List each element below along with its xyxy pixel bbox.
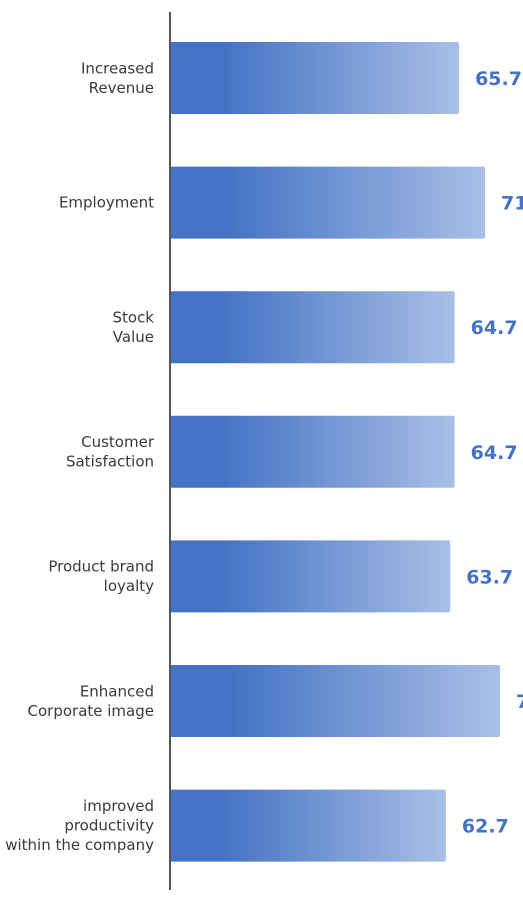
bar <box>170 291 455 364</box>
category-label-line: Product brand <box>48 558 154 576</box>
bar <box>170 540 451 613</box>
category-label-line: Enhanced <box>80 682 154 700</box>
category-label: Product brand loyalty <box>48 558 154 596</box>
value-labels: 65.7 71.6 64.7 64.7 63.7 75. 62.7 <box>462 68 523 838</box>
bar <box>170 665 500 737</box>
bar <box>170 166 486 239</box>
category-label-line: loyalty <box>104 577 154 595</box>
value-label: 71.6 <box>501 193 523 215</box>
category-label-line: within the company <box>5 836 154 854</box>
bar <box>170 789 446 862</box>
category-label-line: productivity <box>64 817 154 835</box>
category-label: Customer Satisfaction <box>66 433 155 471</box>
category-label-line: Stock <box>112 308 154 326</box>
bars-layer <box>170 42 500 862</box>
category-label-line: Customer <box>81 433 155 451</box>
category-label: Stock Value <box>112 308 154 346</box>
category-label-line: Increased <box>81 59 154 77</box>
category-label: Increased Revenue <box>81 59 154 97</box>
category-label-line: Revenue <box>89 79 154 97</box>
category-label-line: improved <box>83 797 154 815</box>
category-label: improved productivity within the company <box>5 797 154 854</box>
category-label-line: Satisfaction <box>66 453 154 471</box>
category-label-line: Employment <box>59 194 154 212</box>
category-label-line: Corporate image <box>28 702 154 720</box>
category-label-line: Value <box>113 328 154 346</box>
value-label: 63.7 <box>466 566 513 588</box>
value-label: 62.7 <box>462 816 509 838</box>
category-label: Enhanced Corporate image <box>28 682 154 720</box>
value-label: 64.7 <box>471 317 518 339</box>
category-labels: Increased Revenue Employment Stock Value Cust… <box>5 59 155 854</box>
value-label: 65.7 <box>475 68 522 90</box>
bar <box>170 415 455 488</box>
value-label: 75. <box>516 691 523 713</box>
value-label: 64.7 <box>471 442 518 464</box>
bar <box>170 42 460 114</box>
category-label: Employment <box>59 194 154 212</box>
